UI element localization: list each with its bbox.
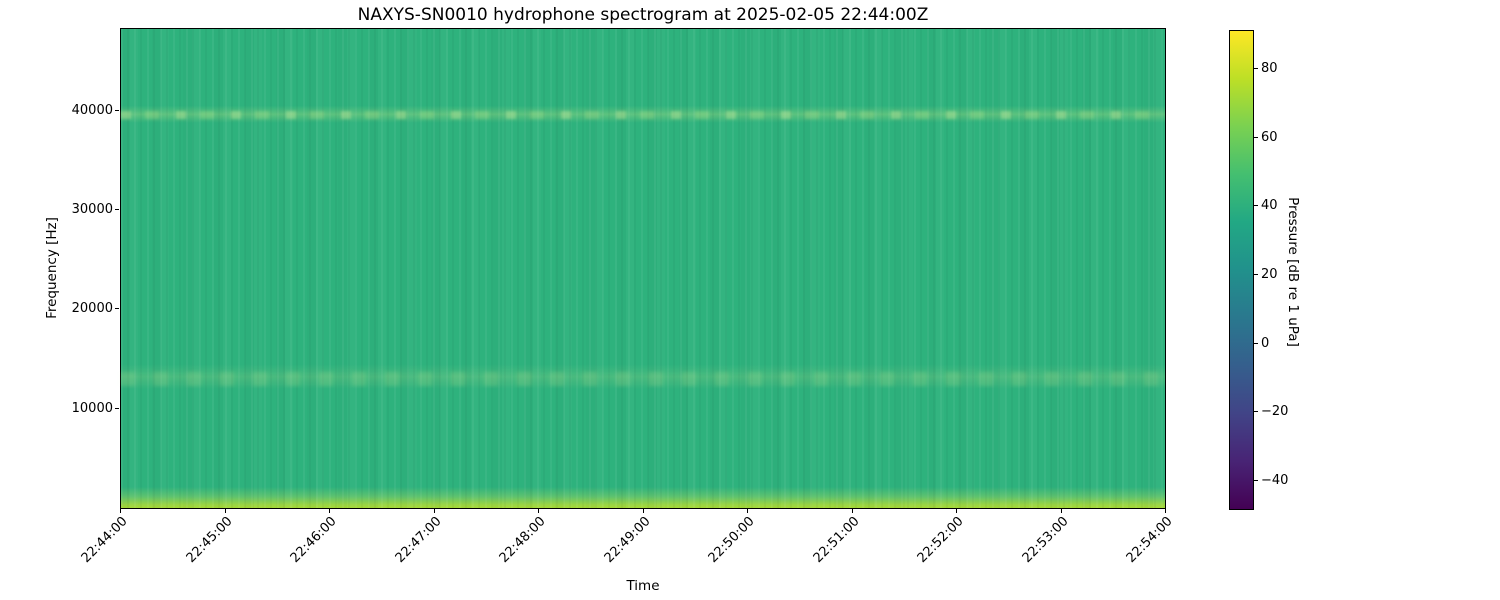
colorbar-tick-label: 80	[1261, 61, 1278, 76]
spectral-band-13000hz	[121, 372, 1165, 386]
colorbar-tick-label: 0	[1261, 336, 1270, 351]
x-tick-mark	[852, 509, 853, 513]
colorbar-label: Pressure [dB re 1 uPa]	[1285, 197, 1301, 347]
x-tick-mark	[747, 509, 748, 513]
chart-title: NAXYS-SN0010 hydrophone spectrogram at 2…	[357, 5, 929, 25]
colorbar-tick-mark	[1254, 343, 1258, 344]
x-tick-mark	[538, 509, 539, 513]
y-tick-mark	[115, 209, 119, 210]
x-axis-label: Time	[626, 578, 660, 594]
colorbar-tick-mark	[1254, 411, 1258, 412]
spectrogram-plot-area	[120, 28, 1166, 509]
y-tick-label: 20000	[71, 301, 113, 316]
colorbar-tick-mark	[1254, 68, 1258, 69]
y-tick-mark	[115, 110, 119, 111]
y-tick-label: 40000	[71, 103, 113, 118]
x-tick-mark	[643, 509, 644, 513]
x-tick-mark	[120, 509, 121, 513]
colorbar-tick-mark	[1254, 480, 1258, 481]
spectral-band-39500hz	[121, 111, 1165, 119]
y-tick-mark	[115, 308, 119, 309]
x-tick-mark	[434, 509, 435, 513]
colorbar	[1229, 30, 1254, 510]
colorbar-tick-mark	[1254, 205, 1258, 206]
x-tick-mark	[1061, 509, 1062, 513]
y-tick-mark	[115, 408, 119, 409]
colorbar-tick-mark	[1254, 274, 1258, 275]
x-tick-mark	[225, 509, 226, 513]
colorbar-tick-label: 20	[1261, 267, 1278, 282]
colorbar-tick-label: 40	[1261, 198, 1278, 213]
y-tick-label: 10000	[71, 401, 113, 416]
colorbar-tick-mark	[1254, 137, 1258, 138]
x-tick-mark	[956, 509, 957, 513]
x-tick-mark	[329, 509, 330, 513]
colorbar-tick-label: −40	[1261, 473, 1289, 488]
x-tick-mark	[1165, 509, 1166, 513]
y-tick-label: 30000	[71, 202, 113, 217]
colorbar-tick-label: 60	[1261, 130, 1278, 145]
colorbar-tick-label: −20	[1261, 404, 1289, 419]
x-tick-label: 22:44:00	[78, 514, 131, 566]
